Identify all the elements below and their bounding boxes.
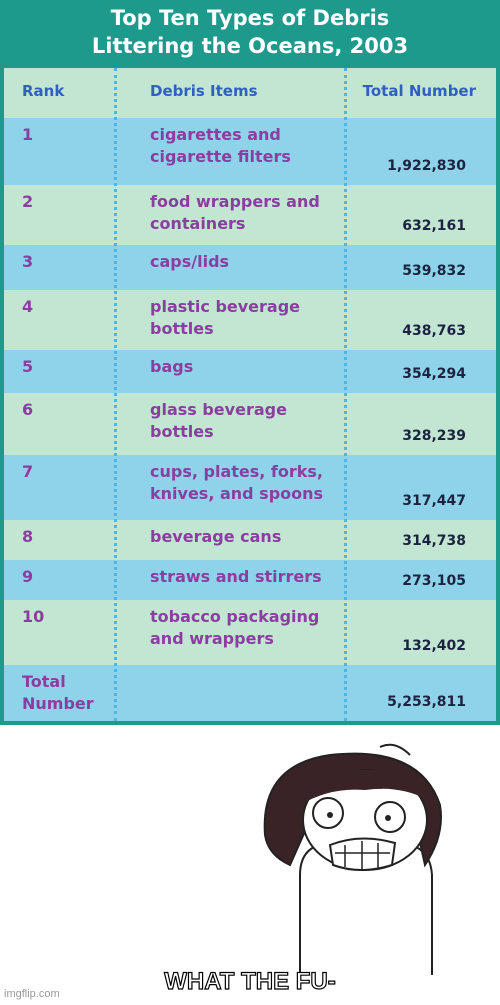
- cell: 132,402: [402, 638, 466, 654]
- table-row: 5 bags 354,294: [4, 350, 496, 393]
- cell: 6: [22, 400, 34, 419]
- cell: beverage cans: [150, 527, 282, 546]
- cell: 1: [22, 125, 34, 144]
- cell: glass beverage bottles: [150, 400, 287, 441]
- caption: WHAT THE FU-: [164, 967, 337, 995]
- cell: plastic beverage bottles: [150, 297, 301, 338]
- cell: food wrappers and containers: [150, 192, 320, 233]
- cell: 328,239: [402, 428, 466, 444]
- table-row: 9 straws and stirrers 273,105: [4, 560, 496, 600]
- total-row: Total Number 5,253,811: [4, 665, 496, 721]
- table-row: 1 cigarettes and cigarette filters 1,922,8…: [4, 118, 496, 185]
- cell: 438,763: [402, 323, 466, 339]
- cell: 539,832: [402, 263, 466, 279]
- table-row: 3 caps/lids 539,832: [4, 245, 496, 290]
- header-row: Rank Debris Items Total Number: [4, 68, 496, 118]
- cell: cups, plates, forks, knives, and spoons: [150, 462, 324, 503]
- table-row: 8 beverage cans 314,738: [4, 520, 496, 560]
- table: Top Ten Types of Debris Littering the Oc…: [0, 0, 500, 725]
- cell: caps/lids: [150, 252, 230, 271]
- table-row: 7 cups, plates, forks, knives, and spoons…: [4, 455, 496, 520]
- header-cell: Total Number: [362, 82, 476, 100]
- cell: 314,738: [402, 533, 466, 549]
- cell: tobacco packaging and wrappers: [150, 607, 320, 648]
- cell: straws and stirrers: [150, 567, 322, 586]
- total-label: Total Number: [22, 672, 94, 713]
- table-body: Rank Debris Items Total Number 1 cigarettes …: [4, 68, 496, 721]
- cell: 2: [22, 192, 34, 211]
- cell: 4: [22, 297, 34, 316]
- header-cell: Rank: [22, 82, 65, 100]
- watermark: imgflip.com: [4, 988, 60, 1000]
- column-separator: [344, 68, 347, 721]
- column-separator: [114, 68, 117, 721]
- cell: 5: [22, 357, 34, 376]
- header-cell: Debris Items: [150, 82, 258, 100]
- cell: 1,922,830: [387, 158, 466, 174]
- cell: 354,294: [402, 366, 466, 382]
- cell: 273,105: [402, 573, 466, 589]
- cell: 3: [22, 252, 34, 271]
- table-row: 6 glass beverage bottles 328,239: [4, 393, 496, 455]
- cartoon: [263, 743, 442, 975]
- cell: 317,447: [402, 493, 466, 509]
- total-value: 5,253,811: [387, 694, 466, 710]
- cell: cigarettes and cigarette filters: [150, 125, 291, 166]
- cell: 10: [22, 607, 45, 626]
- cell: 9: [22, 567, 34, 586]
- cell: 8: [22, 527, 34, 546]
- table-title: Top Ten Types of Debris Littering the Oc…: [91, 6, 409, 58]
- table-row: 10 tobacco packaging and wrappers 132,402: [4, 600, 496, 665]
- cell: bags: [150, 357, 194, 376]
- cell: 7: [22, 462, 34, 481]
- cell: 632,161: [402, 218, 466, 234]
- table-row: 2 food wrappers and containers 632,161: [4, 185, 496, 245]
- table-row: 4 plastic beverage bottles 438,763: [4, 290, 496, 350]
